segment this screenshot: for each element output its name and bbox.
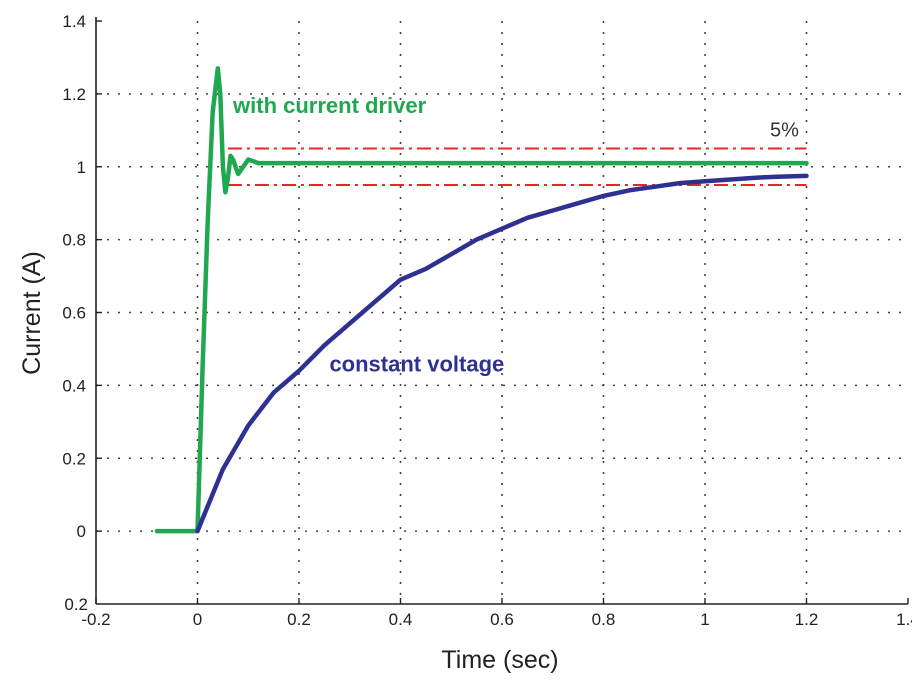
- y-tick-label: 1: [77, 158, 86, 177]
- x-tick-label: 1: [700, 610, 709, 629]
- tolerance-band: 5%: [227, 120, 807, 186]
- x-tick-label: 0.8: [592, 610, 616, 629]
- x-tick-label: 0: [193, 610, 202, 629]
- y-tick-label: 0.2: [62, 449, 86, 468]
- series-line-constant-voltage: [195, 173, 809, 534]
- x-axis-ticks: -0.2 0 0.2 0.4 0.6 0.8 1 1.2 1.4: [81, 598, 912, 629]
- series-label-current-driver: with current driver: [232, 93, 427, 118]
- x-tick-label: 1.2: [795, 610, 819, 629]
- y-tick-label: 0: [77, 522, 86, 541]
- y-tick-label: 0.8: [62, 231, 86, 250]
- y-tick-label: 1.2: [62, 85, 86, 104]
- plot-frame: [95, 17, 908, 605]
- x-tick-label: -0.2: [81, 610, 110, 629]
- y-axis-title: Current (A): [18, 251, 46, 375]
- x-axis-title: Time (sec): [441, 646, 558, 674]
- x-tick-label: 0.2: [287, 610, 311, 629]
- y-tick-label: 0.4: [62, 376, 86, 395]
- band-label: 5%: [770, 120, 799, 142]
- x-tick-label: 0.4: [389, 610, 413, 629]
- x-tick-label: 1.4: [896, 610, 912, 629]
- x-tick-label: 0.6: [490, 610, 514, 629]
- grid-lines: [96, 21, 908, 604]
- y-tick-label-bottom: 0.2: [64, 595, 88, 614]
- y-axis-ticks: 0 0.2 0.4 0.6 0.8 1 1.2 1.4 0.2: [62, 12, 102, 614]
- y-tick-label: 1.4: [62, 12, 86, 31]
- annotations: with current driver constant voltage: [232, 93, 504, 377]
- series-line-current-driver: [154, 66, 809, 534]
- series-lines: [154, 66, 809, 534]
- series-label-constant-voltage: constant voltage: [329, 352, 504, 377]
- y-tick-label: 0.6: [62, 304, 86, 323]
